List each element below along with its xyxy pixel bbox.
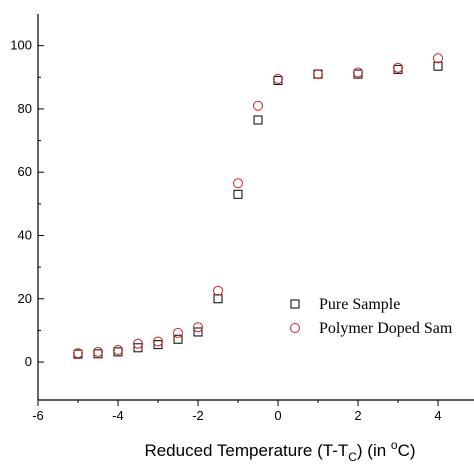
y-tick-label: 0 [25,354,32,369]
pure-sample-point [253,115,263,125]
polymer-doped-point [133,338,143,349]
polymer-doped-point [153,336,163,347]
pure-sample-point [213,294,223,304]
y-tick-label: 80 [18,101,32,116]
pure-sample-point [193,327,203,337]
x-tick-label: -6 [32,408,44,423]
pure-sample-point [173,334,183,344]
x-tick-label: -4 [112,408,124,423]
y-tick-label: 100 [10,38,32,53]
x-axis-label: Reduced Temperature (T-TC) (in oC) [144,438,415,464]
polymer-doped-point [113,345,123,356]
pure-sample-point [313,69,323,79]
legend-square-icon [290,299,300,309]
polymer-doped-point [233,178,243,189]
axes: 0 20 40 60 80 100 -6 -4 -2 0 2 4 [10,14,474,423]
polymer-doped-point [393,62,403,73]
polymer-doped-point [353,67,363,78]
x-tick-label: 0 [274,408,281,423]
x-tick-label: 4 [434,408,441,423]
pure-sample-point [233,189,243,199]
polymer-doped-point [433,53,443,64]
legend-label: Polymer Doped Sam [319,320,453,337]
y-tick-label: 20 [18,291,32,306]
polymer-doped-point [213,285,223,296]
polymer-doped-point [273,73,283,84]
x-tick-label: 2 [354,408,361,423]
x-tick-label: -2 [192,408,204,423]
polymer-doped-point [173,327,183,338]
polymer-doped-point [93,346,103,357]
y-tick-label: 60 [18,164,32,179]
y-tick-label: 40 [18,227,32,242]
legend: Pure Sample Polymer Doped Sam [290,296,453,337]
pure-sample-point [153,340,163,350]
polymer-doped-point [253,100,263,111]
pure-sample-point [433,61,443,71]
polymer-doped-point [193,322,203,333]
legend-label: Pure Sample [319,296,400,313]
polymer-doped-point [73,348,83,359]
pure-sample-point [133,343,143,353]
legend-circle-icon [290,323,300,333]
polymer-doped-point [313,69,323,80]
data-points [73,53,443,359]
